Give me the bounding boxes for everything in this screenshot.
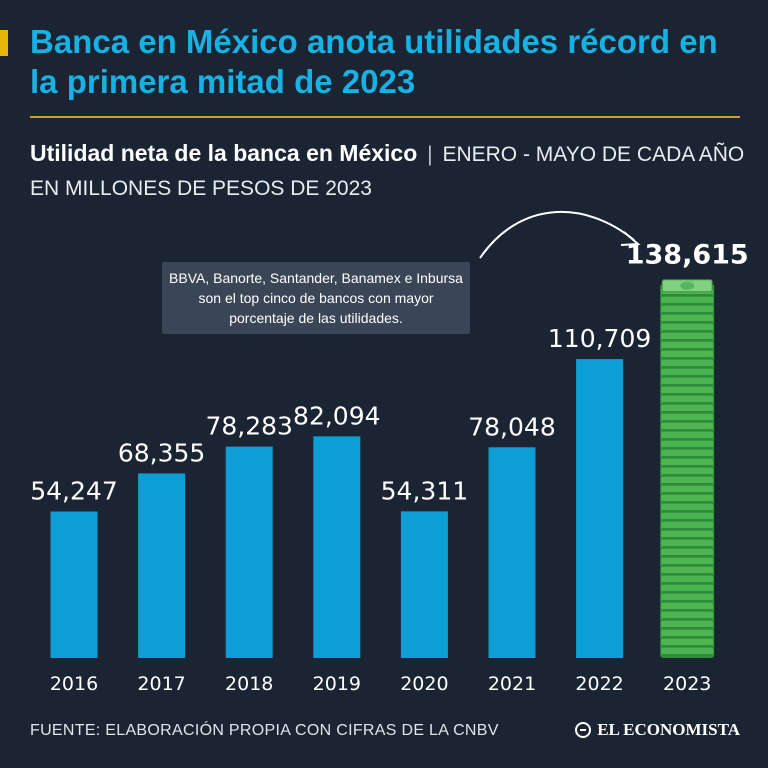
category-label-2023: 2023 bbox=[663, 673, 711, 695]
callout-arrow-head bbox=[620, 231, 641, 246]
accent-bar bbox=[0, 30, 8, 56]
value-label-2018: 78,283 bbox=[205, 412, 292, 441]
value-label-2019: 82,094 bbox=[293, 401, 380, 430]
category-label-2020: 2020 bbox=[400, 673, 448, 695]
bar-2021 bbox=[488, 447, 536, 658]
value-label-2023: 138,615 bbox=[626, 240, 749, 271]
category-label-2019: 2019 bbox=[313, 673, 361, 695]
bar-2019 bbox=[313, 436, 361, 658]
bar-2020 bbox=[400, 511, 448, 658]
subtitle-separator: | bbox=[427, 143, 433, 166]
category-label-2021: 2021 bbox=[488, 673, 536, 695]
chart-units: ENERO - MAYO DE CADA AÑO EN MILLONES DE … bbox=[30, 143, 745, 200]
value-label-2021: 78,048 bbox=[468, 412, 555, 441]
category-label-2017: 2017 bbox=[137, 673, 185, 695]
value-label-2020: 54,311 bbox=[381, 476, 468, 505]
chart-subtitle: Utilidad neta de la banca en México | EN… bbox=[30, 136, 745, 206]
value-label-2016: 54,247 bbox=[30, 477, 117, 506]
logo-text: EL ECONOMISTA bbox=[597, 720, 740, 739]
value-label-2017: 68,355 bbox=[118, 438, 205, 467]
bar-2016 bbox=[50, 511, 98, 658]
value-label-2022: 110,709 bbox=[548, 324, 651, 353]
source-note: FUENTE: ELABORACIÓN PROPIA CON CIFRAS DE… bbox=[30, 722, 499, 739]
bar-2022 bbox=[576, 359, 624, 658]
headline: Banca en México anota utilidades récord … bbox=[30, 23, 718, 100]
callout-box: BBVA, Banorte, Santander, Banamex e Inbu… bbox=[162, 262, 470, 334]
bar-2017 bbox=[138, 473, 186, 658]
publisher-logo: EL ECONOMISTA bbox=[575, 720, 740, 740]
chart-title: Utilidad neta de la banca en México bbox=[30, 140, 418, 166]
category-label-2022: 2022 bbox=[575, 673, 623, 695]
divider bbox=[30, 116, 740, 118]
category-label-2016: 2016 bbox=[50, 673, 98, 695]
bar-2023 bbox=[660, 279, 715, 658]
callout-arrow bbox=[479, 210, 635, 259]
category-label-2018: 2018 bbox=[225, 673, 273, 695]
bar-2018 bbox=[225, 446, 273, 658]
logo-icon bbox=[575, 722, 592, 738]
